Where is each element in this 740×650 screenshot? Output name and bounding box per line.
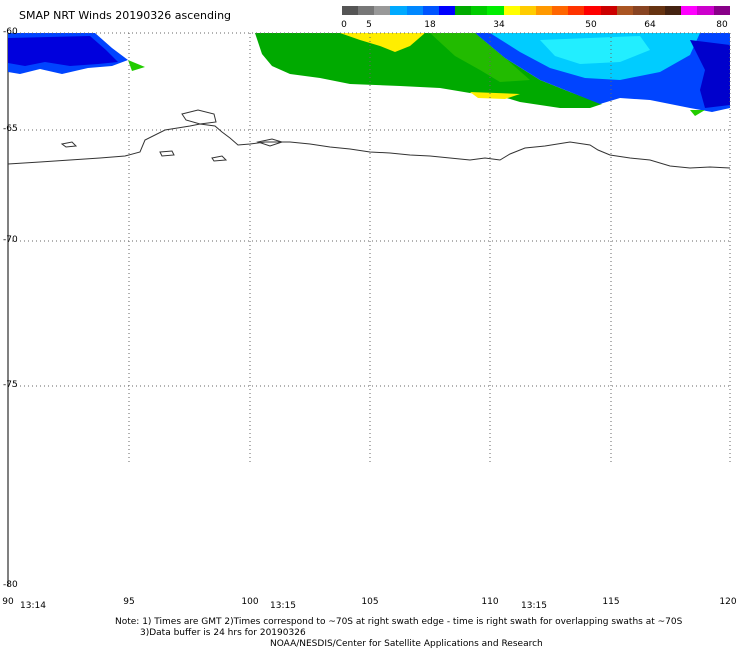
swath-yellow-top xyxy=(340,33,425,52)
latitude-label: -65 xyxy=(3,124,18,134)
colorbar-label: 50 xyxy=(585,20,597,30)
colorbar-segment xyxy=(600,6,617,15)
longitude-label: 120 xyxy=(719,597,737,607)
colorbar-segment xyxy=(568,6,585,15)
colorbar-segment xyxy=(713,6,730,15)
longitude-label: 110 xyxy=(481,597,499,607)
ice-shelf-island-4 xyxy=(159,150,175,157)
colorbar-segment xyxy=(455,6,472,15)
colorbar-segment xyxy=(648,6,666,15)
latitude-label: -70 xyxy=(3,235,18,245)
colorbar-segment xyxy=(681,6,698,15)
colorbar-segment xyxy=(552,6,569,15)
swath-right-light xyxy=(540,36,650,64)
colorbar-segment xyxy=(438,6,456,15)
swath-right-dark xyxy=(690,40,730,108)
colorbar-label: 5 xyxy=(366,20,372,30)
swath-right-green-tip xyxy=(690,110,705,116)
latitude-label: -80 xyxy=(3,580,18,590)
colorbar-segment xyxy=(535,6,553,15)
coastline xyxy=(7,109,731,169)
colorbar-segment xyxy=(471,6,488,15)
colorbar-segment xyxy=(358,6,375,15)
ice-shelf-island-5 xyxy=(211,155,228,162)
swath-time-label: 13:15 xyxy=(521,601,547,611)
longitude-label: 115 xyxy=(602,597,620,607)
colorbar-label: 0 xyxy=(341,20,347,30)
wind-swaths xyxy=(8,33,730,116)
colorbar-segment xyxy=(406,6,423,15)
footer-notes: Note: 1) Times are GMT 2)Times correspon… xyxy=(115,617,682,650)
latitude-label: -60 xyxy=(3,27,18,37)
longitude-label: 100 xyxy=(241,597,259,607)
note-line-2: 3)Data buffer is 24 hrs for 20190326 xyxy=(140,628,306,638)
colorbar-segment xyxy=(584,6,601,15)
graticule xyxy=(8,32,731,463)
swath-yellow-bottom xyxy=(470,92,520,99)
colorbar-segment xyxy=(390,6,407,15)
longitude-label: 90 xyxy=(2,597,14,607)
colorbar-segment xyxy=(697,6,714,15)
colorbar-label: 18 xyxy=(424,20,436,30)
note-line-1: Note: 1) Times are GMT 2)Times correspon… xyxy=(115,617,683,627)
colorbar-segment xyxy=(422,6,439,15)
swath-time-label: 13:15 xyxy=(270,601,296,611)
colorbar-label: 34 xyxy=(493,20,505,30)
swath-green-main xyxy=(255,33,602,108)
map-title: SMAP NRT Winds 20190326 ascending xyxy=(19,9,232,22)
colorbar-segment xyxy=(519,6,536,15)
colorbar-segment xyxy=(374,6,391,15)
colorbar-segment xyxy=(503,6,520,15)
colorbar-label: 80 xyxy=(716,20,728,30)
swath-left-dark xyxy=(8,36,118,66)
ice-shelf-island-1 xyxy=(181,109,217,125)
swath-green-bright xyxy=(430,33,530,82)
colorbar-segment xyxy=(487,6,504,15)
colorbar-segment xyxy=(616,6,633,15)
longitude-label: 95 xyxy=(123,597,135,607)
note-line-3: NOAA/NESDIS/Center for Satellite Applica… xyxy=(270,639,543,649)
colorbar-segment xyxy=(342,6,359,15)
swath-time-label: 13:14 xyxy=(20,601,46,611)
colorbar-segment xyxy=(632,6,649,15)
colorbar-segment xyxy=(665,6,682,15)
colorbar-label: 64 xyxy=(644,20,656,30)
wind-speed-colorbar xyxy=(342,6,730,15)
swath-left-green xyxy=(128,60,145,71)
antarctic-coastline xyxy=(7,123,731,169)
ice-shelf-island-3 xyxy=(256,138,284,147)
longitude-label: 105 xyxy=(361,597,379,607)
ice-shelf-island-2 xyxy=(60,141,78,148)
latitude-label: -75 xyxy=(3,380,18,390)
